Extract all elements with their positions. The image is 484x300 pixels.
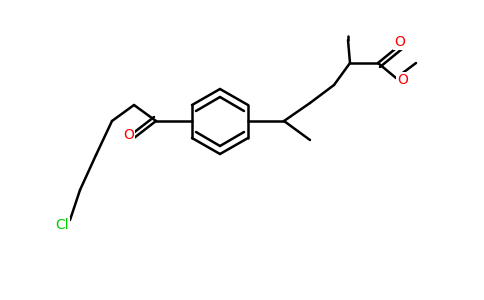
Text: O: O	[394, 35, 406, 49]
Text: O: O	[123, 128, 134, 142]
Text: Cl: Cl	[55, 218, 69, 232]
Text: O: O	[397, 73, 408, 87]
